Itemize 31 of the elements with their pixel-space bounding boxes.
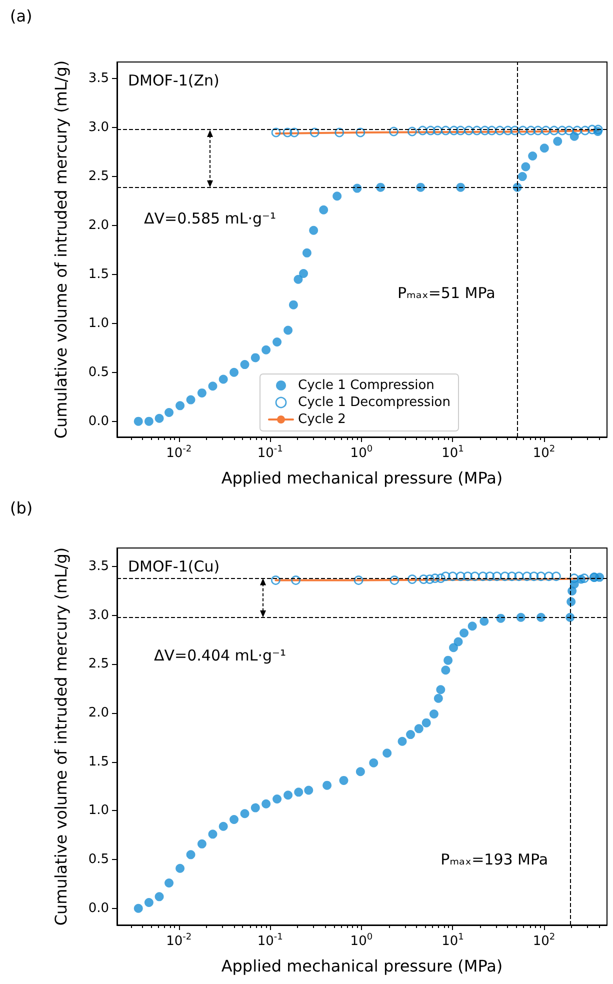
legend-label: Cycle 1 Decompression bbox=[298, 395, 450, 410]
annotation: ΔV=0.404 mL·g⁻¹ bbox=[154, 646, 286, 664]
y-tick-label: 2.0 bbox=[88, 706, 109, 721]
annotation: Pₘₐₓ=51 MPa bbox=[397, 284, 496, 302]
y-tick-label: 0.5 bbox=[88, 364, 109, 380]
y-tick-label: 2.5 bbox=[88, 656, 109, 672]
y-tick-label: 2.0 bbox=[88, 218, 109, 234]
y-axis-title: Cumulative volume of intruded mercury (mL/g) bbox=[52, 60, 70, 439]
text: (a) bbox=[10, 6, 32, 26]
y-tick-label: 1.0 bbox=[88, 316, 109, 331]
y-tick-label: 1.5 bbox=[88, 754, 109, 770]
y-tick-label: 3.5 bbox=[88, 559, 109, 574]
y-tick-label: 0.5 bbox=[88, 852, 109, 868]
y-tick-label: 0.0 bbox=[88, 900, 109, 916]
x-axis-title: Applied mechanical pressure (MPa) bbox=[221, 468, 503, 488]
legend-label: Cycle 1 Compression bbox=[298, 378, 434, 393]
text: (b) bbox=[10, 498, 33, 518]
y-axis-title: Cumulative volume of intruded mercury (mL/g) bbox=[52, 547, 70, 926]
y-tick-label: 1.5 bbox=[88, 266, 109, 282]
legend-label: Cycle 2 bbox=[298, 412, 346, 427]
y-tick-label: 3.0 bbox=[88, 120, 109, 136]
annotation: ΔV=0.585 mL·g⁻¹ bbox=[144, 209, 276, 228]
y-tick-label: 2.5 bbox=[88, 169, 109, 184]
y-tick-label: 0.0 bbox=[88, 414, 109, 429]
text: DMOF-1(Zn) bbox=[128, 72, 220, 90]
y-tick-label: 3.0 bbox=[88, 608, 109, 623]
annotation: Pₘₐₓ=193 MPa bbox=[440, 850, 548, 869]
x-axis-title: Applied mechanical pressure (MPa) bbox=[221, 956, 503, 976]
y-tick-label: 3.5 bbox=[88, 71, 109, 86]
text: DMOF-1(Cu) bbox=[128, 558, 220, 576]
y-tick-label: 1.0 bbox=[88, 803, 109, 818]
